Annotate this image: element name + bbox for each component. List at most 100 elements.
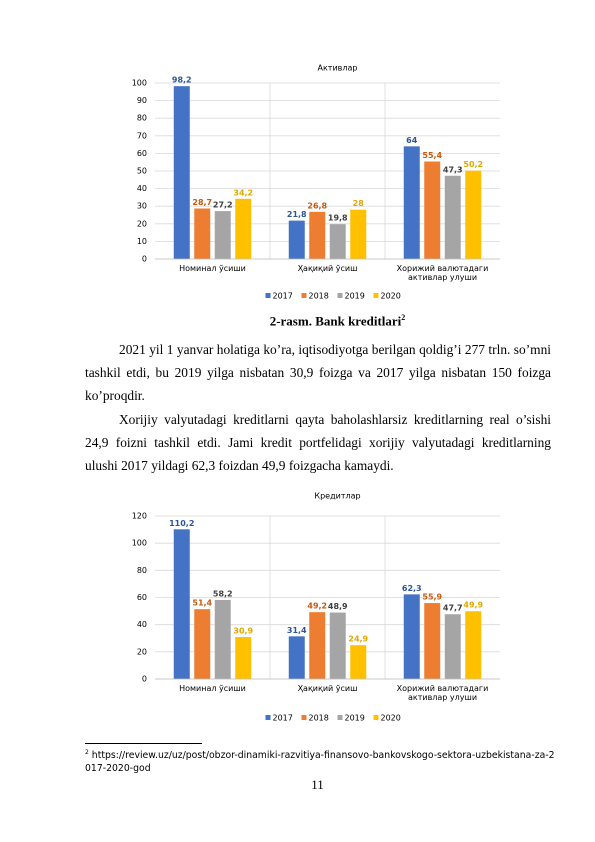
footnote-text: https://review.uz/uz/post/obzor-dinamiki… [85,750,555,775]
bar [350,645,367,679]
data-label: 19,8 [328,214,348,223]
data-label: 50,2 [463,160,483,169]
legend-label: 2019 [345,714,365,723]
footnote-marker: 2 [85,749,89,756]
bar [235,198,252,259]
y-tick-label: 120 [132,512,147,521]
x-tick-label-box: Номинал ўсиши [179,264,246,273]
paragraph: Xorijiy valyutadagi kreditlarni qayta ba… [85,412,551,473]
footnote: 2 https://review.uz/uz/post/obzor-dinami… [85,746,555,775]
y-tick-label: 0 [142,675,147,684]
x-tick-label: Хорижий валютадаги активлар улуши [396,264,489,282]
x-tick-label: Номинал ўсиши [179,264,246,273]
x-tick-label-box: Ҳақиқий ўсиш [297,684,358,693]
legend-swatch [337,293,343,298]
data-label: 28,7 [192,198,212,207]
data-label: 110,2 [169,519,194,528]
y-tick-label: 100 [132,539,147,548]
bar [194,208,211,259]
legend-swatch [337,715,343,720]
legend-swatch [301,715,307,720]
bar [214,599,231,679]
y-tick-label: 50 [137,167,147,176]
bar [424,603,441,679]
y-tick-label: 30 [137,202,147,211]
data-label: 27,2 [213,201,233,210]
bar [214,211,231,259]
y-tick-label: 90 [137,96,147,105]
legend-swatch [373,715,379,720]
x-tick-label-box: Хорижий валютадаги активлар улуши [396,264,489,282]
legend-swatch [265,715,271,720]
chart: Кредитлар 0 20 40 60 80 100 120 Номинал ўсиши 110… [125,488,515,728]
body-text: 2021 yil 1 yanvar holatiga ko’ra, iqtiso… [85,338,551,478]
paragraph: 2021 yil 1 yanvar holatiga ko’ra, iqtiso… [85,342,551,403]
bar [288,636,305,679]
y-tick-label: 40 [137,620,147,629]
y-tick-label: 80 [137,114,147,123]
y-tick-label: 80 [137,566,147,575]
legend-label: 2020 [381,714,401,723]
x-tick-label-box: Ҳақиқий ўсиш [297,264,358,273]
legend-swatch [301,293,307,298]
data-label: 24,9 [348,635,368,644]
legend-label: 2018 [309,714,329,723]
bar [194,609,211,679]
bar [465,611,482,679]
data-label: 98,2 [172,76,192,85]
footnote-ref: 2 [401,313,406,322]
y-tick-label: 60 [137,149,147,158]
x-tick-label: Ҳақиқий ўсиш [297,264,358,273]
legend-label: 2017 [273,292,293,301]
data-label: 49,2 [307,602,327,611]
chart-svg: Кредитлар 0 20 40 60 80 100 120 Номинал ўсиши 110… [132,492,500,723]
y-tick-label: 60 [137,593,147,602]
data-label: 21,8 [287,210,307,219]
data-label: 51,4 [192,599,212,608]
bar [235,637,252,679]
x-tick-label-box: Номинал ўсиши [179,684,246,693]
y-tick-label: 20 [137,647,147,656]
bar [444,175,461,259]
chart-title: Активлар [318,64,358,73]
data-label: 48,9 [328,602,348,611]
page-number: 11 [311,777,324,792]
caption-text: 2-rasm. Bank kreditlari [269,313,402,329]
bar [424,161,441,259]
footnote-separator [85,743,202,744]
data-label: 47,7 [443,604,463,613]
data-label: 26,8 [307,201,327,210]
bar [350,209,367,259]
x-tick-label: Номинал ўсиши [179,684,246,693]
x-tick-label-box: Хорижий валютадаги активлар улуши [396,684,489,702]
bar [329,612,346,679]
bar [288,220,305,259]
figure-caption: 2-rasm. Bank kreditlari2 [0,313,595,329]
bar [403,146,420,259]
x-tick-label: Ҳақиқий ўсиш [297,684,358,693]
data-label: 47,3 [443,165,463,174]
data-label: 34,2 [233,188,253,197]
x-tick-label: Хорижий валютадаги активлар улуши [396,684,489,702]
bar [173,86,190,259]
y-tick-label: 40 [137,184,147,193]
legend-label: 2017 [273,714,293,723]
legend-label: 2019 [345,292,365,301]
data-label: 62,3 [402,584,422,593]
chart-title: Кредитлар [314,492,360,501]
y-tick-label: 0 [142,255,147,264]
legend-label: 2020 [381,292,401,301]
legend-label: 2018 [309,292,329,301]
data-label: 30,9 [233,627,253,636]
y-tick-label: 10 [137,237,147,246]
data-label: 31,4 [287,626,307,635]
chart-svg: Активлар 0 10 20 30 40 50 60 70 80 90 100 Номинал ўс… [132,64,500,301]
data-label: 64 [406,136,418,145]
legend-swatch [373,293,379,298]
y-tick-label: 20 [137,219,147,228]
y-tick-label: 100 [132,79,147,88]
chart: Активлар 0 10 20 30 40 50 60 70 80 90 100 Номинал ўс… [125,60,515,305]
legend-swatch [265,293,271,298]
data-label: 28 [353,199,365,208]
